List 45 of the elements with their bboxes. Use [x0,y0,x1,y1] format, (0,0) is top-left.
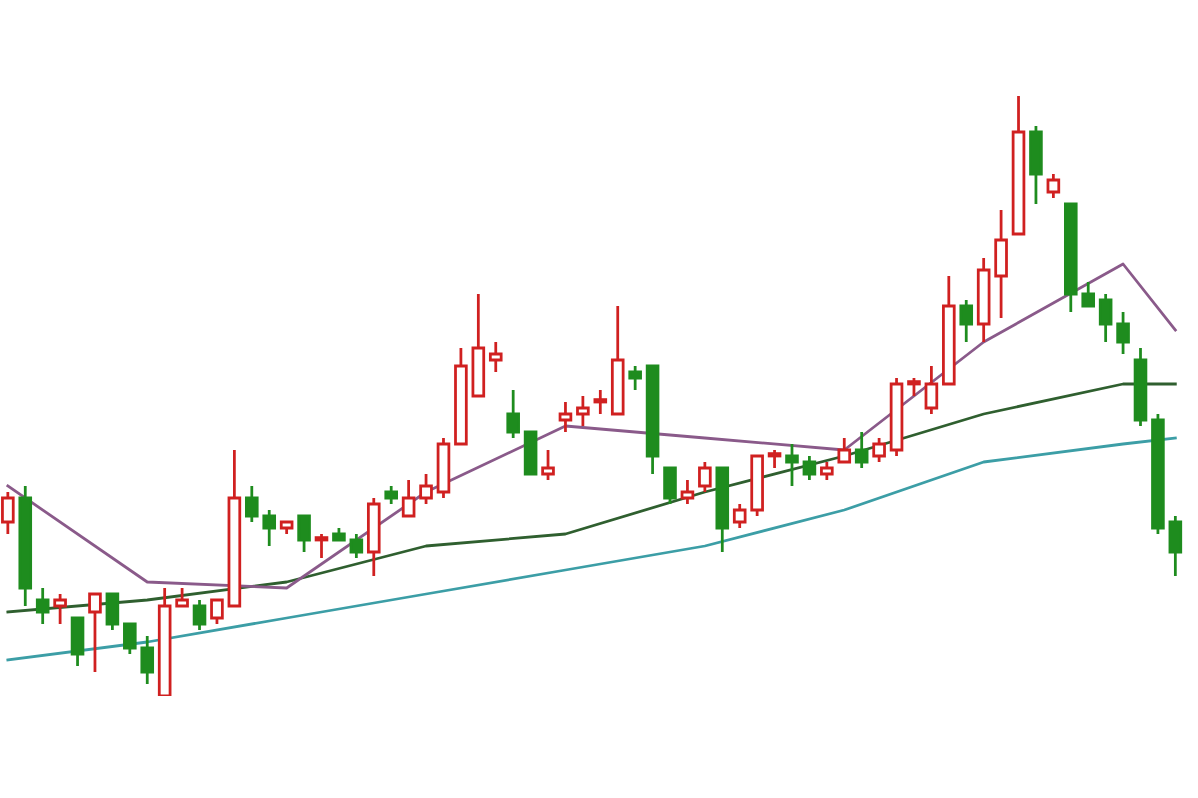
candlestick [523,430,538,476]
candlestick [802,454,817,482]
candlestick [88,592,102,674]
candlestick [192,598,207,632]
candlestick [593,388,608,416]
candlestick [541,448,555,482]
candlestick [837,436,852,464]
candlestick [663,466,677,506]
candlestick [1116,310,1130,356]
candlestick [314,532,329,560]
candlestick [401,478,416,518]
candlestick [349,532,364,560]
candlestick [105,592,120,632]
candlestick [419,472,433,506]
candlestick [854,430,869,470]
candlestick [576,394,590,428]
candlestick [820,460,834,482]
candlestick [994,208,1008,320]
candlestick [297,514,311,554]
candlestick [907,376,921,398]
candlestick [70,616,85,668]
candlestick [384,484,398,506]
candlestick [959,298,974,344]
candlestick [924,364,939,416]
candlestick [53,592,67,626]
candlestick [1029,124,1043,206]
candlestick [366,496,381,578]
candlestick [506,388,520,440]
candlestick [175,586,189,608]
candlestick [1046,172,1061,200]
candlestick [628,364,642,392]
candlestick [1,490,15,536]
candlestick [35,586,50,626]
candlestick [1168,514,1183,578]
candlestick [785,442,799,488]
candlestick [471,292,486,398]
candlestick [488,340,503,374]
candlestick [1098,292,1113,344]
candlestick [680,478,695,506]
candlestick [698,460,712,494]
candlestick [436,436,451,500]
candlestick [210,598,224,626]
candlestick [767,448,782,470]
candlestick [558,400,573,434]
candlestick [872,436,886,464]
